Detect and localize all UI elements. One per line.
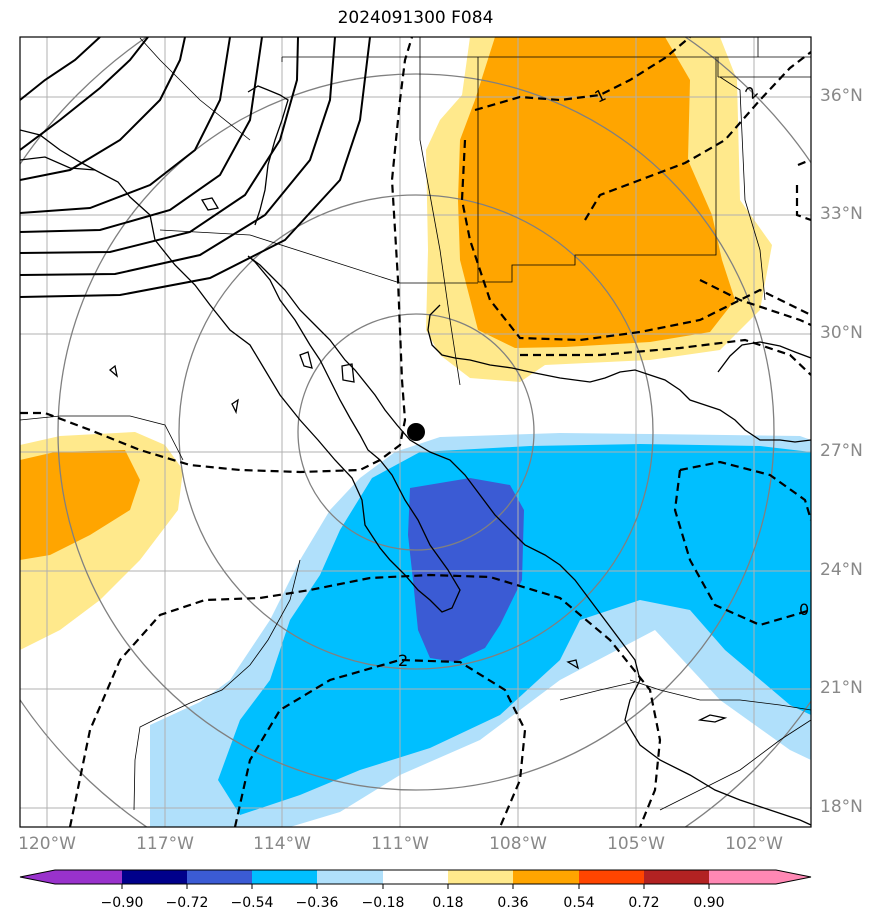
contour-label: 0 xyxy=(799,600,809,619)
lon-label: 105°W xyxy=(607,834,665,854)
colorbar xyxy=(19,869,812,889)
colorbar-label: 0.90 xyxy=(693,895,725,911)
lon-label: 108°W xyxy=(489,834,547,854)
colorbar-label: −0.72 xyxy=(165,895,209,911)
lat-label: 27°N xyxy=(820,441,863,461)
lon-label: 120°W xyxy=(18,834,76,854)
lat-label: 21°N xyxy=(820,678,863,698)
map-title: 2024091300 F084 xyxy=(337,8,494,28)
colorbar-label: −0.18 xyxy=(361,895,405,911)
negative-anomaly-fill xyxy=(150,433,811,827)
colorbar-label: 0.36 xyxy=(497,895,529,911)
dashed-contours xyxy=(20,37,811,827)
positive-anomaly-fill xyxy=(20,37,772,650)
lon-label: 114°W xyxy=(253,834,311,854)
colorbar-label: 0.18 xyxy=(432,895,464,911)
lat-label: 30°N xyxy=(820,323,863,343)
borders xyxy=(20,37,811,811)
lon-label: 102°W xyxy=(725,834,783,854)
lat-label: 24°N xyxy=(820,560,863,580)
lon-label: 117°W xyxy=(136,834,194,854)
colorbar-label: −0.54 xyxy=(230,895,274,911)
lat-label: 36°N xyxy=(820,86,863,106)
colorbar-label: −0.90 xyxy=(100,895,144,911)
lon-label: 111°W xyxy=(371,834,429,854)
colorbar-label: 0.54 xyxy=(563,895,595,911)
solid-contours xyxy=(20,37,371,298)
map-frame xyxy=(19,36,812,828)
contour-label: 2 xyxy=(398,651,408,670)
colorbar-label: 0.72 xyxy=(628,895,660,911)
lat-label: 33°N xyxy=(820,204,863,224)
coastlines xyxy=(20,85,811,826)
storm-center-dot[interactable] xyxy=(407,423,425,441)
graticule xyxy=(20,37,811,827)
colorbar-label: −0.36 xyxy=(295,895,339,911)
lat-label: 18°N xyxy=(820,797,863,817)
